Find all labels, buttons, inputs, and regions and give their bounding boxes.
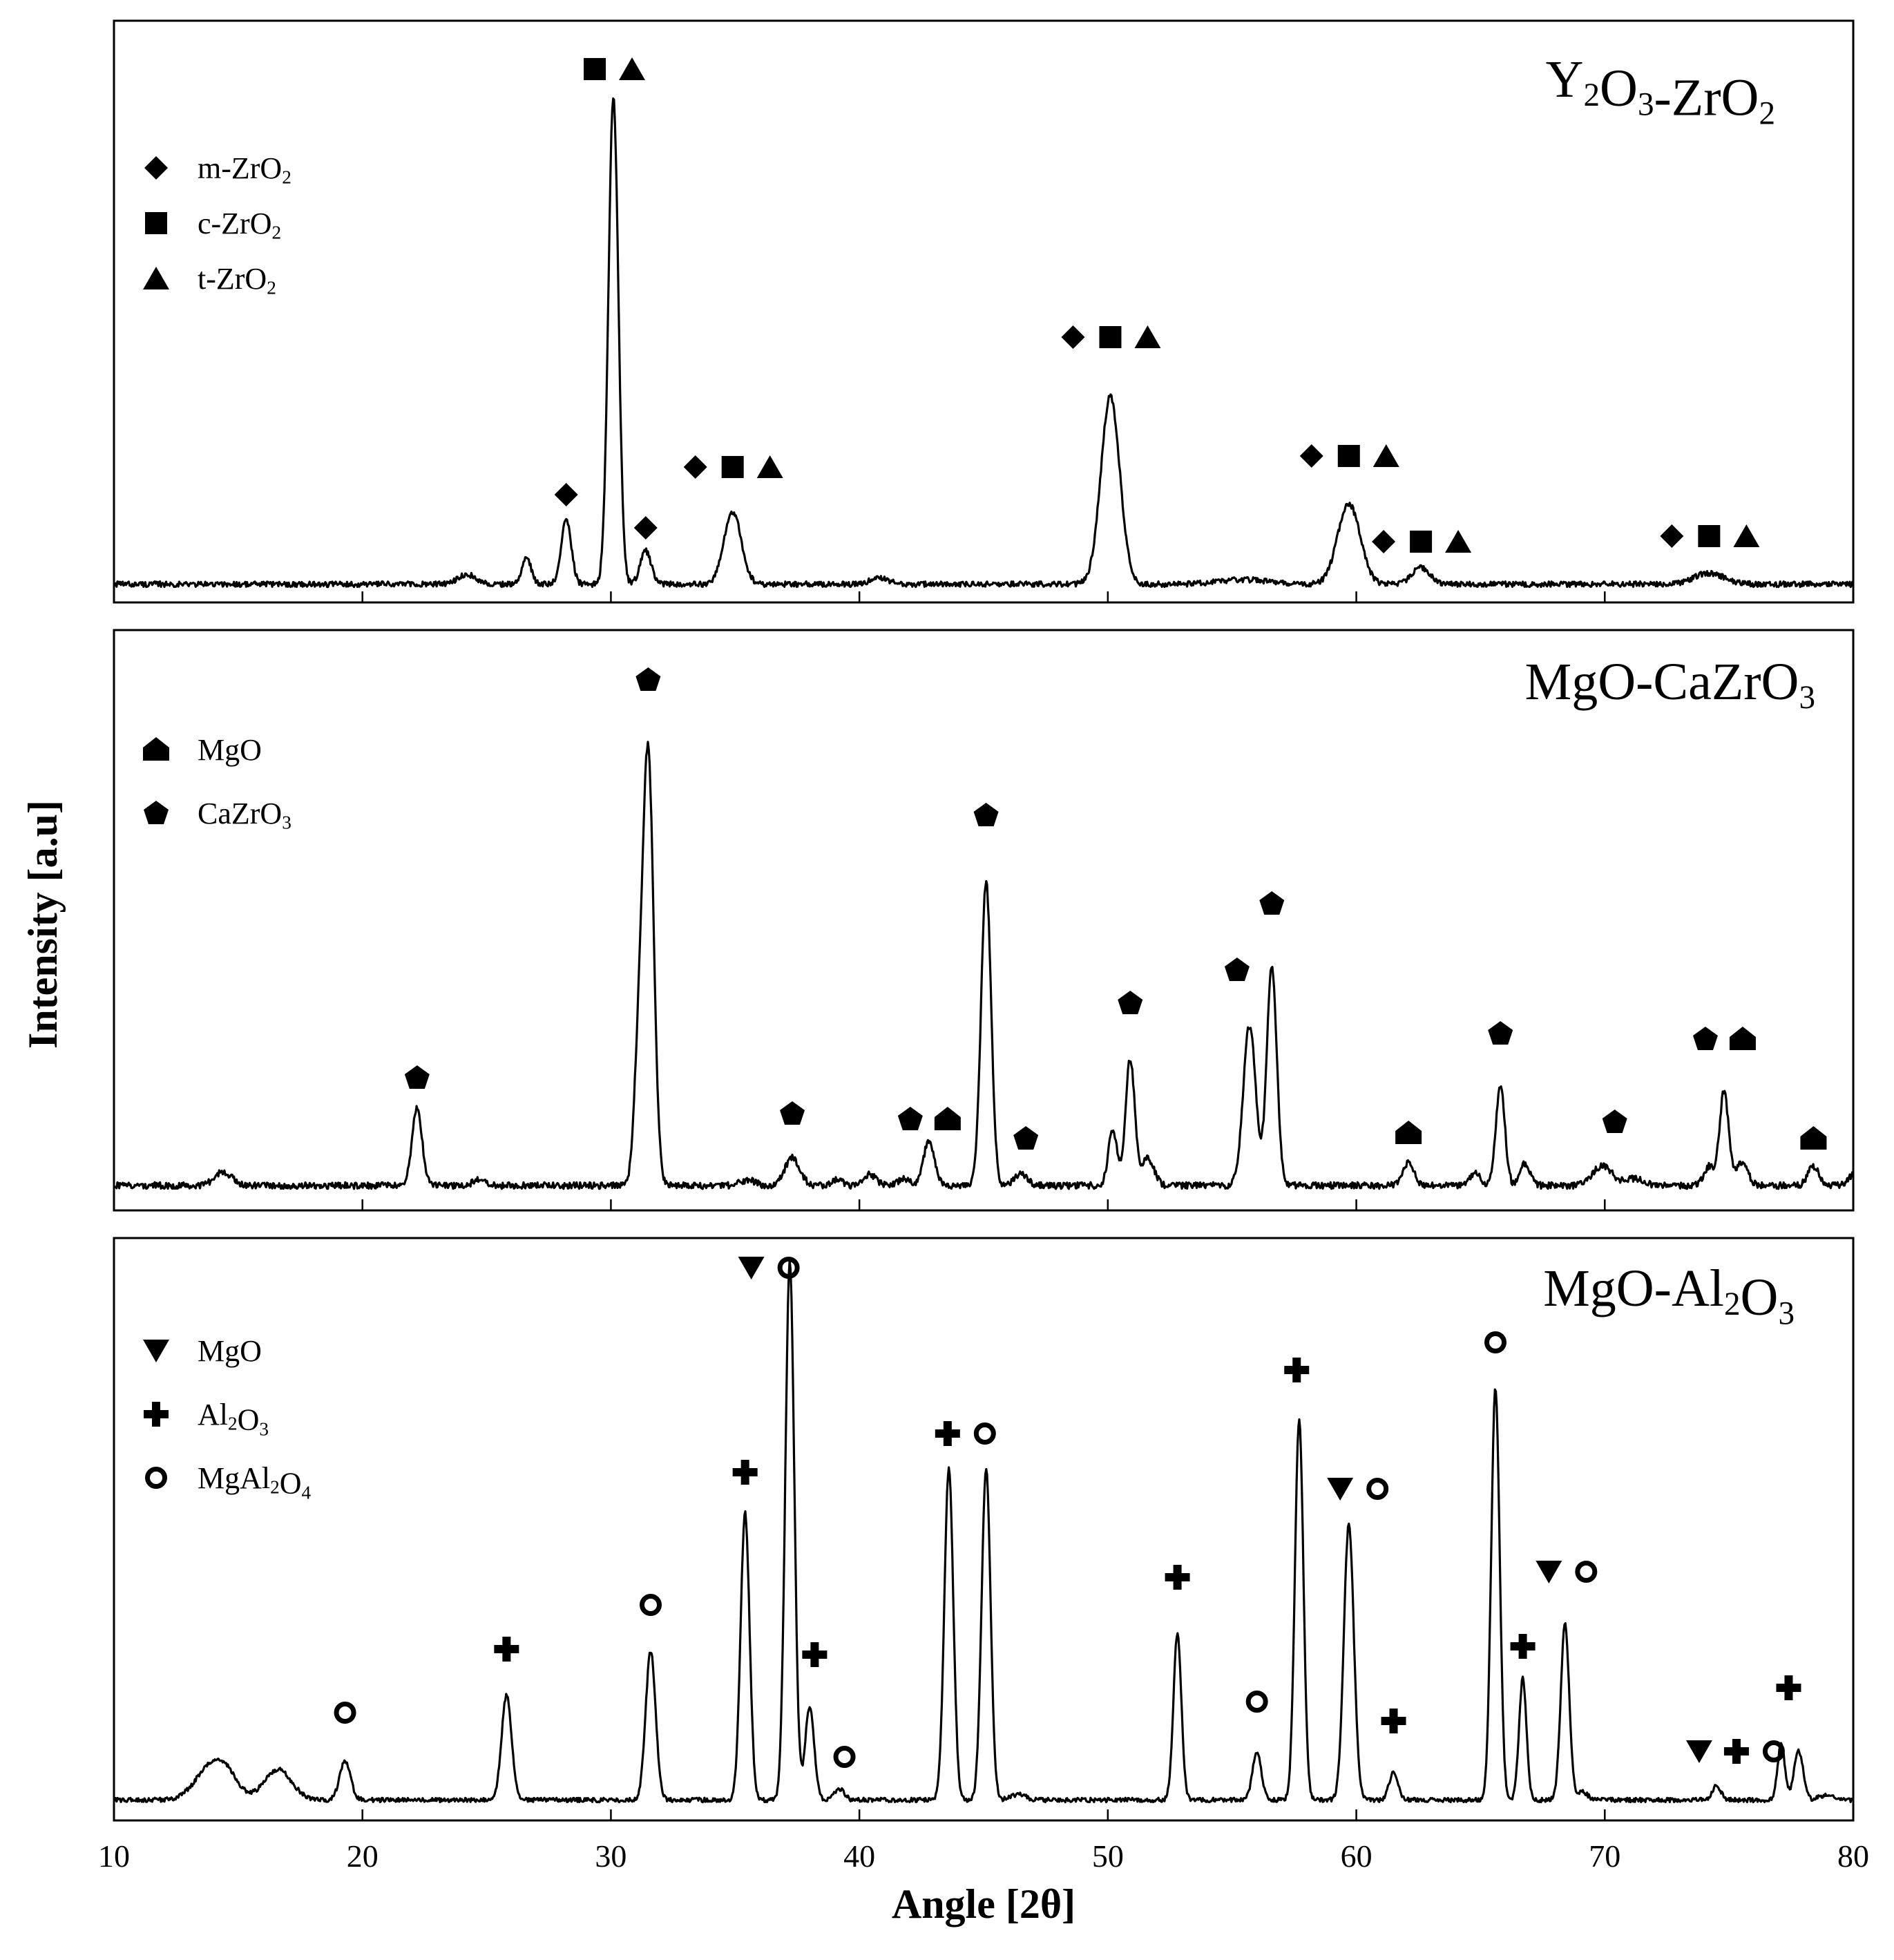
triangle-up-icon (756, 455, 783, 478)
triangle-up-icon (619, 57, 646, 80)
panel-title: MgO-CaZrO3 (1525, 653, 1815, 716)
legend-square-icon (145, 212, 167, 234)
ring-icon (836, 1749, 853, 1766)
x-tick-label: 30 (595, 1838, 626, 1874)
pentagon-icon (1488, 1021, 1513, 1045)
pentagon-icon (1602, 1110, 1627, 1133)
ring-icon (1369, 1481, 1386, 1498)
x-tick-label: 40 (843, 1838, 875, 1874)
xrd-pattern-line (113, 1259, 1854, 1804)
pentagon-icon (1224, 958, 1250, 981)
triangle-up-icon (1445, 530, 1472, 553)
pentagon-icon (973, 803, 999, 826)
xrd-pattern-line (113, 97, 1855, 589)
square-icon (1099, 326, 1122, 348)
ring-icon (1487, 1334, 1504, 1351)
pentagon-icon (897, 1107, 923, 1130)
triangle-down-icon (1685, 1740, 1712, 1763)
xrd-pattern-line (113, 741, 1855, 1190)
house-icon (1729, 1027, 1756, 1050)
legend-label: CaZrO3 (198, 797, 291, 833)
cross-icon (1510, 1634, 1536, 1659)
cross-icon (494, 1637, 519, 1662)
ring-icon (1248, 1693, 1265, 1711)
house-icon (1800, 1126, 1827, 1150)
legend-label: MgO (198, 1334, 262, 1368)
square-icon (1698, 525, 1721, 547)
triangle-up-icon (1372, 444, 1399, 467)
square-icon (584, 58, 606, 80)
pentagon-icon (1692, 1027, 1718, 1050)
panel-frame (113, 629, 1855, 1212)
pentagon-icon (635, 667, 661, 691)
x-axis-label: Angle [2θ] (892, 1881, 1075, 1927)
panel-y2o3-zro2: Y2O3-ZrO2 m-ZrO2 c-ZrO2 t-ZrO2 (113, 19, 1855, 604)
pentagon-icon (1259, 891, 1285, 915)
ring-icon (336, 1704, 354, 1722)
x-tick-label: 10 (98, 1838, 130, 1874)
panel-frame (113, 19, 1855, 604)
triangle-down-icon (1536, 1561, 1562, 1583)
panel-title: MgO-Al2O3 (1543, 1259, 1795, 1331)
x-tick-label: 80 (1837, 1838, 1869, 1874)
cross-icon (935, 1421, 960, 1446)
legend-pentagon-icon (144, 801, 169, 824)
y-axis-label: Intensity [a.u] (20, 800, 66, 1049)
square-icon (721, 456, 744, 478)
house-icon (934, 1107, 961, 1130)
pentagon-icon (404, 1065, 430, 1089)
triangle-up-icon (1733, 524, 1760, 547)
x-tick-label: 20 (347, 1838, 379, 1874)
pentagon-icon (1118, 991, 1143, 1014)
cross-icon (732, 1460, 758, 1485)
legend-house-icon (143, 737, 169, 761)
legend-triangle-down-icon (143, 1340, 169, 1362)
panel-mgo-al2o3: MgO-Al2O3 MgO Al2O3 MgAl2O4 (113, 1237, 1855, 1822)
diamond-icon (1660, 524, 1684, 548)
cross-icon (1723, 1739, 1749, 1764)
ring-icon (1578, 1563, 1595, 1581)
pentagon-icon (1013, 1126, 1039, 1150)
legend-label: Al2O3 (198, 1398, 269, 1439)
diamond-icon (1299, 444, 1323, 468)
ring-icon (642, 1597, 659, 1614)
legend-label: MgO (198, 733, 262, 767)
legend-label: t-ZrO2 (198, 262, 276, 298)
triangle-up-icon (1134, 325, 1161, 348)
diamond-icon (554, 483, 578, 506)
x-tick-label: 60 (1341, 1838, 1372, 1874)
ring-icon (976, 1425, 993, 1443)
legend-label: MgAl2O4 (198, 1461, 312, 1503)
legend-cross-icon (144, 1402, 169, 1427)
diamond-icon (683, 455, 707, 479)
x-axis: 10 20 30 40 50 60 70 80 (98, 1838, 1869, 1874)
legend-diamond-icon (144, 156, 168, 180)
triangle-down-icon (1327, 1478, 1354, 1501)
cross-icon (1381, 1709, 1406, 1733)
house-icon (1395, 1121, 1422, 1144)
legend-label: m-ZrO2 (198, 151, 291, 188)
x-tick-label: 50 (1092, 1838, 1124, 1874)
pentagon-icon (780, 1101, 805, 1125)
panel-frame (113, 1237, 1855, 1822)
cross-icon (1284, 1358, 1310, 1382)
legend-ring-icon (148, 1469, 165, 1487)
square-icon (1410, 531, 1433, 553)
cross-icon (802, 1642, 828, 1667)
legend-label: c-ZrO2 (198, 207, 281, 243)
x-tick-label: 70 (1589, 1838, 1620, 1874)
triangle-down-icon (738, 1257, 765, 1279)
square-icon (1337, 445, 1360, 467)
diamond-icon (1372, 530, 1396, 553)
cross-icon (1165, 1565, 1190, 1590)
diamond-icon (633, 516, 658, 540)
panel-mgo-cazro3: MgO-CaZrO3 MgO CaZrO3 (113, 629, 1855, 1212)
diamond-icon (1061, 325, 1085, 349)
legend-triangle-up-icon (143, 267, 169, 289)
panel-title: Y2O3-ZrO2 (1546, 50, 1775, 132)
cross-icon (1776, 1675, 1801, 1700)
